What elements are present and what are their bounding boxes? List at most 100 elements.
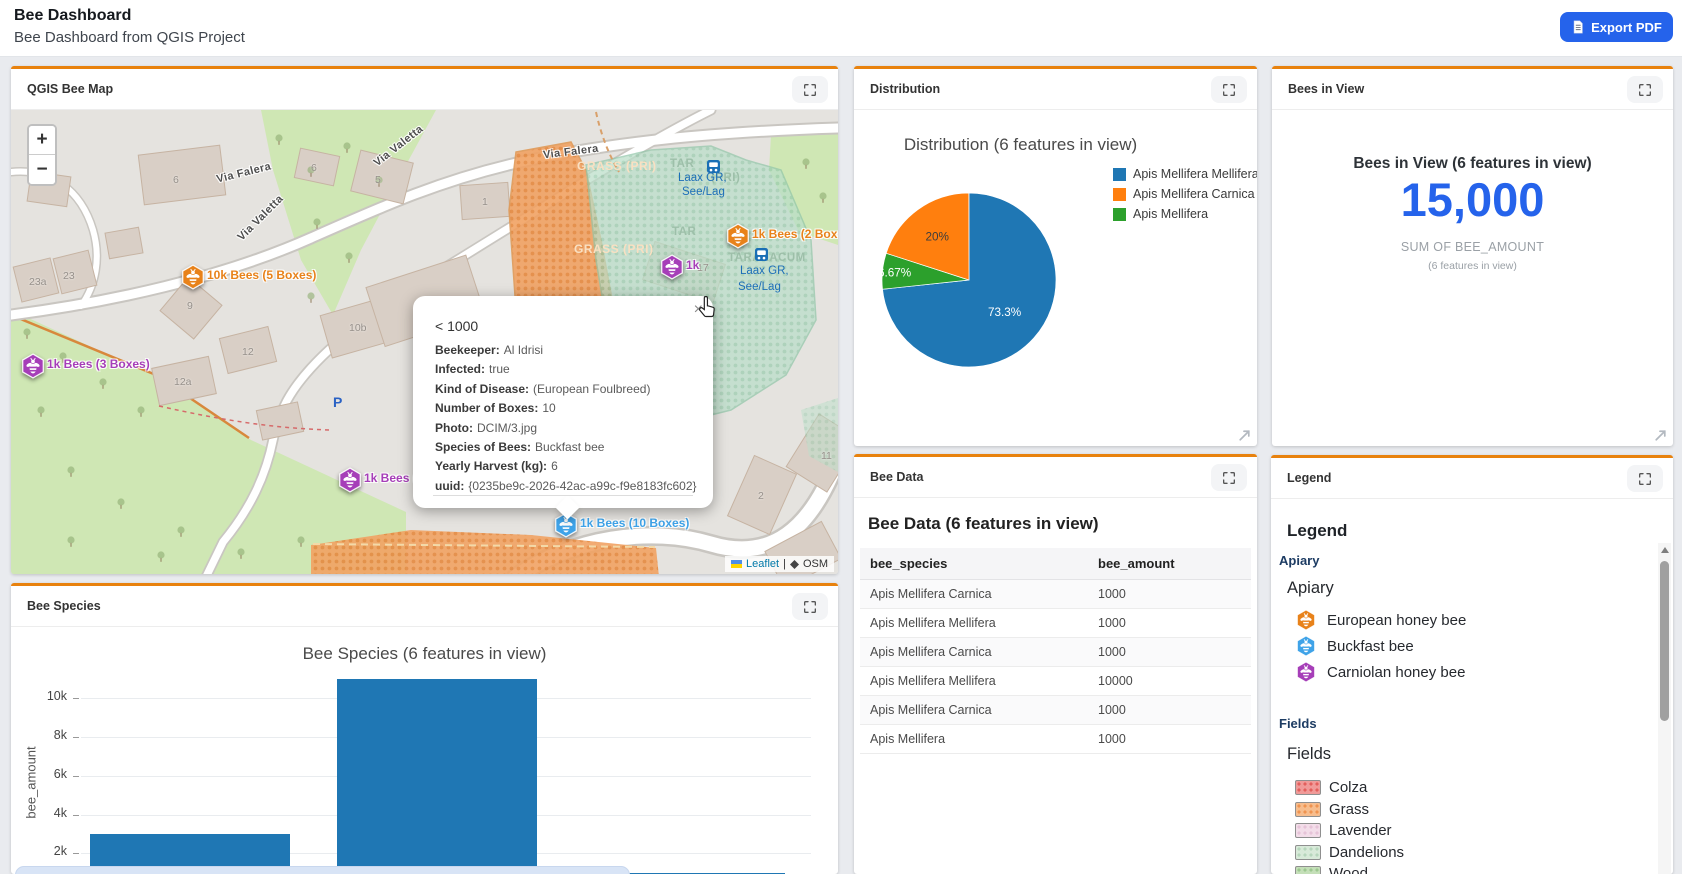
distribution-panel-title: Distribution [870,82,940,96]
bees-in-view-panel: Bees in View Bees in View (6 features in… [1272,66,1673,446]
fullscreen-icon [802,599,818,615]
popup-field: Photo:DCIM/3.jpg [435,421,693,435]
bee-species-panel: Bee Species Bee Species (6 features in v… [11,583,838,874]
distribution-fullscreen-button[interactable] [1211,76,1247,103]
resize-handle-icon[interactable] [1653,428,1668,443]
scrollbar-up-arrow-icon[interactable] [1661,547,1669,553]
bee-marker-label: 1k Bees (10 Boxes) [580,516,689,530]
popup-field: Yearly Harvest (kg):6 [435,459,693,473]
map-zoom-control: + − [27,124,57,186]
bee-hexagon-icon [1295,635,1317,657]
legend-label: Apis Mellifera Mellifera [1133,167,1257,181]
column-header-species[interactable]: bee_species [860,548,1088,580]
map-panel-title: QGIS Bee Map [27,82,113,96]
popup-close-button[interactable]: × [694,301,703,319]
fields-legend-item: Lavender [1295,820,1404,842]
zoom-out-button[interactable]: − [29,155,55,184]
table-row: Apis Mellifera 1000 [860,725,1251,754]
apiary-legend-list: European honey bee Buckfast bee Carniola… [1295,607,1466,685]
zoom-in-button[interactable]: + [29,126,55,155]
legend-panel-title: Legend [1287,471,1331,485]
fullscreen-icon [1221,82,1237,98]
field-pattern-swatch [1295,845,1321,860]
ukraine-flag-icon [731,560,742,568]
fields-legend-label: Lavender [1329,822,1392,839]
svg-text:73.3%: 73.3% [988,306,1022,319]
popup-field: Number of Boxes:10 [435,401,693,415]
legend-label: Apis Mellifera [1133,207,1208,221]
fields-group-heading: Fields [1287,745,1331,764]
fullscreen-icon [1637,82,1653,98]
bee-data-panel-header: Bee Data [854,457,1257,498]
dashboard-page: Bee Dashboard Bee Dashboard from QGIS Pr… [0,0,1682,874]
legend-fullscreen-button[interactable] [1627,465,1663,492]
map-canvas[interactable]: Via ValettaVia FaleraVia FaleraVia Valet… [11,110,838,574]
fields-legend-item: Dandelions [1295,842,1404,864]
popup-field: Beekeeper:Al Idrisi [435,343,693,357]
y-tick-label: 2k [29,844,67,858]
cell-species: Apis Mellifera Carnica [860,638,1088,667]
bee-hexagon-icon [20,353,46,379]
fields-legend-label: Colza [1329,779,1367,796]
distribution-panel-header: Distribution [854,69,1257,110]
fields-legend-label: Dandelions [1329,844,1404,861]
bee-marker-label: 10k Bees (5 Boxes) [207,268,316,282]
apiary-legend-label: Buckfast bee [1327,638,1414,655]
bees-in-view-value-sublabel: (6 features in view) [1272,260,1673,272]
bar-Apis Mellifera Mellifera [337,679,537,874]
bee-species-panel-header: Bee Species [11,586,838,627]
scrollbar-thumb[interactable] [1660,561,1669,721]
page-title: Bee Dashboard [14,7,131,25]
resize-handle-icon[interactable] [1237,428,1252,443]
fields-legend-label: Grass [1329,801,1369,818]
parking-icon: P [333,394,342,410]
bees-in-view-fullscreen-button[interactable] [1627,76,1663,103]
legend-swatch [1113,168,1126,181]
bee-data-heading: Bee Data (6 features in view) [868,514,1099,534]
fullscreen-icon [1637,471,1653,487]
cell-species: Apis Mellifera Carnica [860,580,1088,609]
fields-legend-item: Wood [1295,863,1404,874]
bee-species-fullscreen-button[interactable] [792,593,828,620]
table-row: Apis Mellifera Mellifera 10000 [860,667,1251,696]
field-pattern-swatch [1295,823,1321,838]
map-fullscreen-button[interactable] [792,76,828,103]
bees-in-view-panel-title: Bees in View [1288,82,1364,96]
xaxis-overlay-partial [15,866,630,874]
table-row: Apis Mellifera Carnica 1000 [860,638,1251,667]
column-header-amount[interactable]: bee_amount [1088,548,1251,580]
bee-hexagon-icon [180,264,206,290]
export-pdf-button[interactable]: Export PDF [1560,12,1673,42]
cell-amount: 1000 [1088,725,1251,754]
apiary-legend-item: European honey bee [1295,607,1466,633]
table-row: Apis Mellifera Carnica 1000 [860,580,1251,609]
popup-field: Species of Bees:Buckfast bee [435,440,693,454]
svg-text:20%: 20% [925,230,949,243]
pie-chart: 73.3% 6.67% 20% [882,193,1056,367]
pie-legend-item[interactable]: Apis Mellifera Mellifera [1113,164,1257,184]
svg-text:6.67%: 6.67% [882,266,912,279]
leaflet-link[interactable]: Leaflet [746,558,779,570]
map-panel-header: QGIS Bee Map [11,69,838,110]
table-header-row: bee_species bee_amount [860,548,1251,580]
pie-legend-item[interactable]: Apis Mellifera Carnica [1113,184,1257,204]
bee-hexagon-icon [337,467,363,493]
bee-data-panel-title: Bee Data [870,470,924,484]
legend-label: Apis Mellifera Carnica [1133,187,1255,201]
popup-field: Infected:true [435,362,693,376]
bee-hexagon-icon [1295,661,1317,683]
field-pattern-swatch [1295,802,1321,817]
cell-amount: 1000 [1088,609,1251,638]
cell-amount: 1000 [1088,638,1251,667]
legend-swatch [1113,208,1126,221]
map-attribution: Leaflet | OSM [725,556,834,572]
bee-data-fullscreen-button[interactable] [1211,464,1247,491]
map-panel: QGIS Bee Map [11,66,838,574]
osm-link[interactable]: OSM [803,558,828,570]
pie-legend-item[interactable]: Apis Mellifera [1113,204,1257,224]
attribution-divider: | [783,558,786,570]
document-icon [1571,20,1585,34]
fields-legend-list: Colza Grass Lavender Dandelions Wood [1295,777,1404,874]
layer-name-fields: Fields [1279,716,1317,731]
legend-heading: Legend [1287,521,1347,541]
